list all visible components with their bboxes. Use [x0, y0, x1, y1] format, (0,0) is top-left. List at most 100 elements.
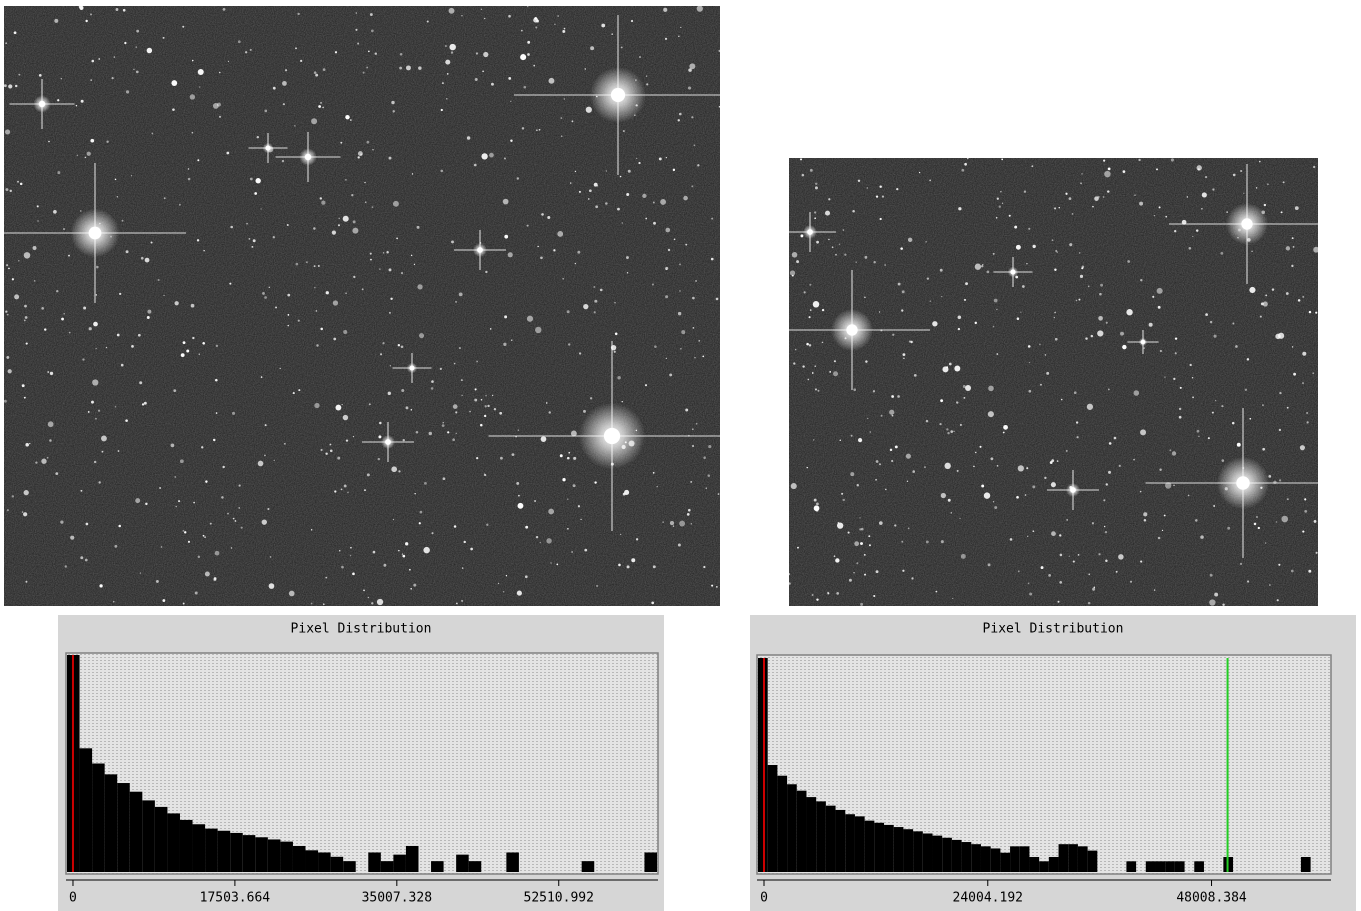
star	[1075, 421, 1079, 424]
star	[99, 584, 103, 588]
star	[1053, 316, 1056, 319]
star	[878, 463, 882, 466]
star	[548, 77, 555, 84]
star	[953, 430, 955, 433]
star	[593, 286, 596, 288]
histogram-bar	[154, 806, 168, 872]
star	[885, 488, 887, 491]
histogram-bar	[456, 854, 469, 872]
star	[1158, 206, 1161, 209]
star	[95, 347, 97, 350]
histogram-bar	[787, 784, 797, 872]
star	[474, 78, 478, 81]
star	[815, 182, 818, 186]
star	[93, 460, 97, 464]
star	[703, 456, 706, 460]
star	[664, 37, 668, 40]
star	[1292, 245, 1295, 248]
star	[264, 109, 268, 113]
star	[694, 357, 696, 359]
star	[801, 173, 805, 177]
star	[966, 157, 969, 160]
star	[1129, 580, 1133, 583]
star	[1139, 490, 1142, 493]
star	[480, 8, 483, 11]
star	[1214, 399, 1217, 402]
star-core	[1241, 218, 1253, 230]
star	[366, 66, 369, 69]
star-core	[603, 427, 621, 445]
star	[817, 389, 820, 392]
star	[847, 531, 850, 534]
star	[1213, 505, 1216, 507]
star	[1286, 406, 1289, 409]
star	[1105, 559, 1108, 563]
star	[379, 268, 381, 270]
star	[568, 451, 571, 454]
star	[990, 457, 994, 461]
star	[1066, 519, 1068, 521]
star	[1232, 173, 1236, 177]
star	[962, 385, 966, 388]
star	[594, 481, 597, 484]
star	[47, 371, 50, 373]
star	[1297, 299, 1301, 302]
star	[1281, 515, 1289, 523]
star	[446, 72, 449, 75]
star	[474, 388, 477, 391]
star	[1196, 429, 1200, 433]
star	[174, 476, 177, 478]
star	[159, 487, 162, 489]
star	[510, 139, 513, 142]
star	[97, 409, 101, 412]
star	[827, 592, 830, 595]
star	[932, 321, 938, 327]
star	[944, 462, 951, 470]
star-core	[304, 153, 312, 161]
star	[691, 444, 695, 448]
star	[717, 493, 720, 495]
star	[1275, 521, 1278, 523]
star	[367, 596, 370, 599]
star	[1159, 349, 1163, 353]
star	[455, 301, 457, 303]
star	[711, 217, 714, 220]
star	[1003, 424, 1008, 430]
star	[1195, 229, 1199, 232]
star	[790, 483, 797, 490]
star	[881, 195, 885, 198]
star	[458, 292, 463, 297]
star	[418, 333, 425, 339]
star	[114, 544, 118, 548]
histogram-bar	[990, 848, 1001, 872]
star	[680, 347, 682, 350]
star	[448, 7, 455, 14]
star	[617, 207, 620, 211]
star	[613, 350, 616, 353]
star	[1058, 207, 1060, 209]
star	[341, 403, 343, 406]
star	[859, 528, 862, 531]
histogram-bar	[230, 832, 243, 872]
star	[1098, 553, 1101, 556]
star	[525, 525, 529, 529]
star	[1246, 580, 1250, 583]
star	[133, 68, 135, 71]
star	[667, 248, 671, 252]
star	[1200, 535, 1204, 539]
star	[521, 127, 525, 130]
star	[692, 296, 695, 300]
star	[593, 182, 598, 187]
star	[599, 288, 603, 292]
star	[323, 603, 325, 605]
star	[673, 238, 676, 241]
star	[1205, 176, 1208, 179]
star	[1097, 330, 1104, 337]
star	[1026, 263, 1028, 265]
star	[325, 576, 328, 579]
star	[889, 409, 895, 415]
star	[1195, 519, 1198, 522]
star	[25, 342, 28, 345]
star	[1280, 211, 1283, 214]
histogram-bar	[104, 774, 118, 872]
